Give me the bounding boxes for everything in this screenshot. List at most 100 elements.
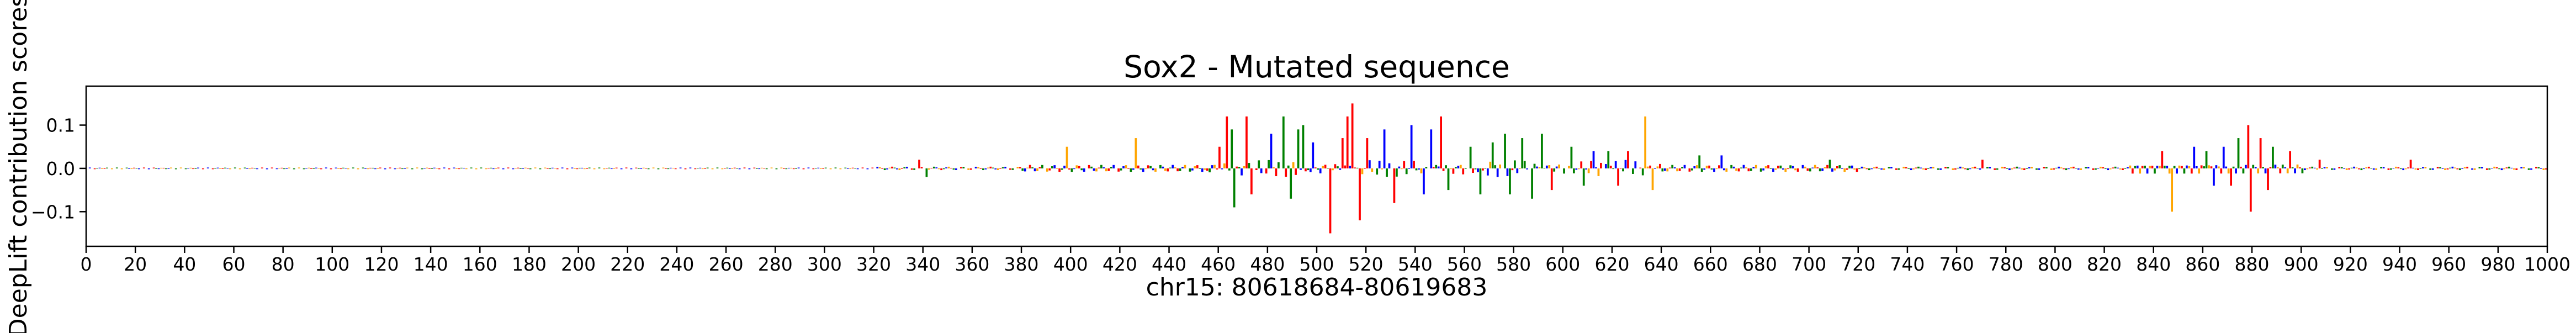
contribution-bar (2146, 168, 2149, 174)
contribution-bar (421, 168, 423, 170)
contribution-bar (2112, 167, 2114, 168)
contribution-bar (1649, 165, 1651, 168)
contribution-bar (1142, 168, 1144, 172)
contribution-bar (1730, 165, 1733, 168)
contribution-bar (1452, 168, 1455, 174)
contribution-bar (1654, 168, 1656, 169)
contribution-bar (312, 168, 315, 169)
contribution-bar (989, 166, 992, 168)
contribution-bar (812, 168, 815, 170)
contribution-bar (2478, 167, 2481, 168)
contribution-bar (1641, 168, 1644, 176)
contribution-bar (1445, 165, 1447, 168)
contribution-bar (1459, 165, 1462, 168)
contribution-bar (475, 168, 478, 170)
contribution-bar (1004, 166, 1006, 168)
contribution-bar (1612, 168, 1615, 170)
contribution-bar (549, 168, 552, 170)
contribution-bar (738, 168, 741, 170)
contribution-bar (701, 168, 704, 170)
contribution-bar (1075, 165, 1078, 168)
contribution-bar (1902, 166, 1905, 168)
contribution-bar (285, 168, 288, 169)
contribution-bar (689, 167, 692, 168)
contribution-bar (1964, 168, 1967, 170)
contribution-bar (955, 168, 957, 170)
contribution-bar (2036, 168, 2038, 170)
contribution-bar (266, 168, 268, 170)
contribution-bar (2355, 167, 2358, 168)
contribution-bar (1430, 129, 1433, 168)
contribution-bar (1865, 168, 1868, 170)
contribution-bar (1572, 168, 1575, 173)
contribution-bar (2508, 166, 2510, 168)
contribution-bar (967, 168, 970, 170)
contribution-bar (984, 168, 987, 170)
contribution-bar (1974, 166, 1976, 168)
contribution-bar (755, 168, 758, 169)
contribution-bar (1233, 168, 1236, 208)
contribution-bar (1683, 165, 1686, 168)
contribution-bar (293, 168, 295, 170)
contribution-bar (556, 168, 559, 170)
x-tick-label: 700 (1791, 253, 1826, 275)
contribution-bar (839, 168, 842, 170)
contribution-bar (1359, 168, 1361, 220)
contribution-bar (1287, 165, 1290, 168)
contribution-bar (1570, 146, 1573, 168)
contribution-bar (1604, 164, 1607, 168)
contribution-bar (310, 168, 312, 170)
y-axis-label: DeepLift contribution scores (4, 0, 33, 333)
contribution-bar (1673, 167, 1676, 168)
contribution-bar (522, 168, 524, 169)
contribution-bar (115, 167, 118, 168)
contribution-bar (401, 168, 404, 170)
contribution-bar (1688, 168, 1691, 172)
contribution-bar (2306, 168, 2309, 170)
contribution-bar (2102, 167, 2105, 168)
contribution-bar (1745, 167, 1747, 168)
x-tick-label: 360 (955, 253, 989, 275)
contribution-bar (1322, 166, 1324, 168)
contribution-bar (2077, 168, 2080, 170)
contribution-bar (1403, 161, 1406, 168)
contribution-bar (1073, 168, 1075, 170)
contribution-bar (1038, 167, 1041, 168)
contribution-bar (2276, 167, 2279, 168)
contribution-bar (519, 168, 522, 169)
contribution-bar (1226, 116, 1228, 168)
contribution-bar (1354, 167, 1356, 168)
contribution-bar (1676, 168, 1678, 172)
contribution-bar (271, 167, 273, 168)
contribution-bar (2537, 167, 2540, 168)
contribution-bar (2104, 168, 2107, 170)
contribution-bar (1971, 167, 1974, 168)
contribution-bar (1681, 167, 1683, 168)
contribution-bar (1346, 116, 1349, 168)
contribution-bar (1843, 168, 1846, 172)
x-tick-label: 540 (1398, 253, 1433, 275)
contribution-bar (1098, 167, 1100, 168)
contribution-bar (1609, 166, 1612, 168)
contribution-bar (652, 167, 655, 168)
contribution-bar (243, 167, 246, 168)
contribution-bar (952, 168, 955, 170)
contribution-bar (1228, 168, 1231, 171)
contribution-bar (2166, 166, 2169, 168)
contribution-bar (1631, 168, 1634, 174)
contribution-bar (2151, 166, 2154, 168)
contribution-bar (1526, 168, 1529, 170)
x-tick-label: 400 (1053, 253, 1088, 275)
x-tick-label: 220 (610, 253, 645, 275)
contribution-bar (2372, 168, 2375, 170)
contribution-bar (101, 168, 103, 170)
contribution-bar (2190, 168, 2193, 174)
contribution-bar (1457, 166, 1460, 168)
contribution-bar (2156, 166, 2159, 168)
contribution-bar (876, 166, 879, 168)
contribution-bar (1120, 168, 1122, 171)
contribution-bar (1051, 166, 1053, 168)
contribution-bar (2456, 168, 2459, 170)
contribution-bar (206, 167, 209, 168)
contribution-bar (367, 168, 369, 170)
